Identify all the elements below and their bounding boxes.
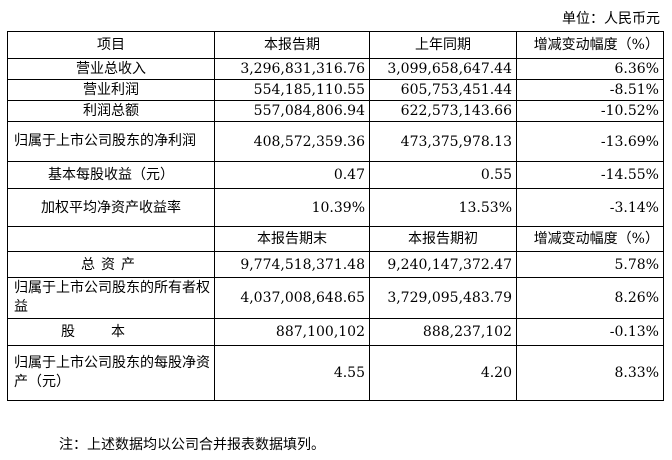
header-current-period: 本报告期 — [214, 31, 370, 59]
cell-prior: 622,573,143.66 — [369, 100, 517, 122]
cell-prior: 3,729,095,483.79 — [369, 277, 517, 319]
cell-current: 3,296,831,316.76 — [214, 58, 370, 80]
header-change-pct: 增减变动幅度（%） — [516, 226, 664, 252]
table-row: 归属于上市公司股东的所有者权益 4,037,008,648.65 3,729,0… — [7, 277, 664, 319]
table-row: 营业总收入 3,296,831,316.76 3,099,658,647.44 … — [7, 58, 664, 80]
table-row: 股本 887,100,102 888,237,102 -0.13% — [7, 318, 664, 346]
financial-summary-table: 项目 本报告期 上年同期 增减变动幅度（%） 营业总收入 3,296,831,3… — [7, 31, 664, 401]
table-subheader-row: 本报告期末 本报告期初 增减变动幅度（%） — [7, 226, 664, 252]
cell-change: -3.14% — [516, 188, 664, 227]
cell-current: 554,185,110.55 — [214, 79, 370, 101]
cell-change: -10.52% — [516, 100, 664, 122]
header-prior-period: 上年同期 — [369, 31, 517, 59]
table-row: 归属于上市公司股东的每股净资产（元） 4.55 4.20 8.33% — [7, 345, 664, 401]
cell-change: 5.78% — [516, 251, 664, 278]
table-row: 总资产 9,774,518,371.48 9,240,147,372.47 5.… — [7, 251, 664, 278]
table-row: 归属于上市公司股东的净利润 408,572,359.36 473,375,978… — [7, 121, 664, 162]
cell-current: 557,084,806.94 — [214, 100, 370, 122]
cell-current: 10.39% — [214, 188, 370, 227]
cell-prior: 13.53% — [369, 188, 517, 227]
cell-change: -13.69% — [516, 121, 664, 162]
cell-current: 4.55 — [214, 345, 370, 401]
row-label: 股本 — [7, 318, 215, 346]
footnote: 注：上述数据均以公司合并报表数据填列。 — [59, 437, 325, 453]
cell-prior: 4.20 — [369, 345, 517, 401]
table-header-row: 项目 本报告期 上年同期 增减变动幅度（%） — [7, 31, 664, 59]
cell-prior: 888,237,102 — [369, 318, 517, 346]
cell-change: 6.36% — [516, 58, 664, 80]
cell-prior: 605,753,451.44 — [369, 79, 517, 101]
cell-prior: 0.55 — [369, 161, 517, 189]
cell-current: 408,572,359.36 — [214, 121, 370, 162]
cell-prior: 473,375,978.13 — [369, 121, 517, 162]
cell-change: 8.26% — [516, 277, 664, 319]
cell-current: 4,037,008,648.65 — [214, 277, 370, 319]
row-label: 归属于上市公司股东的净利润 — [7, 121, 215, 162]
row-label: 利润总额 — [7, 100, 215, 122]
subheader-empty-cell — [7, 226, 215, 252]
header-item: 项目 — [7, 31, 215, 59]
cell-current: 0.47 — [214, 161, 370, 189]
table-row: 利润总额 557,084,806.94 622,573,143.66 -10.5… — [7, 100, 664, 122]
header-change-pct: 增减变动幅度（%） — [516, 31, 664, 59]
row-label: 加权平均净资产收益率 — [7, 188, 215, 227]
row-label: 归属于上市公司股东的每股净资产（元） — [7, 345, 215, 401]
row-label: 营业总收入 — [7, 58, 215, 80]
table-row: 加权平均净资产收益率 10.39% 13.53% -3.14% — [7, 188, 664, 227]
row-label: 基本每股收益（元） — [7, 161, 215, 189]
table-row: 基本每股收益（元） 0.47 0.55 -14.55% — [7, 161, 664, 189]
row-label: 归属于上市公司股东的所有者权益 — [7, 277, 215, 319]
row-label: 营业利润 — [7, 79, 215, 101]
header-period-end: 本报告期末 — [214, 226, 370, 252]
row-label: 总资产 — [7, 251, 215, 278]
table-row: 营业利润 554,185,110.55 605,753,451.44 -8.51… — [7, 79, 664, 101]
cell-change: -8.51% — [516, 79, 664, 101]
cell-current: 887,100,102 — [214, 318, 370, 346]
unit-label: 单位：人民币元 — [562, 11, 660, 27]
cell-prior: 3,099,658,647.44 — [369, 58, 517, 80]
cell-change: -14.55% — [516, 161, 664, 189]
cell-current: 9,774,518,371.48 — [214, 251, 370, 278]
header-period-start: 本报告期初 — [369, 226, 517, 252]
cell-prior: 9,240,147,372.47 — [369, 251, 517, 278]
cell-change: 8.33% — [516, 345, 664, 401]
cell-change: -0.13% — [516, 318, 664, 346]
